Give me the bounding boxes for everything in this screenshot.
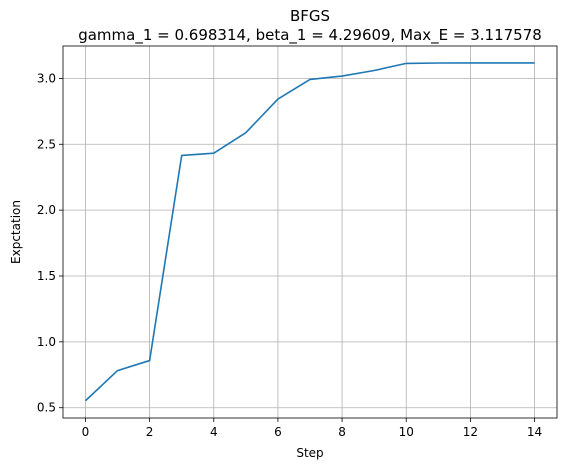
y-tick-label: 3.0 (37, 71, 56, 85)
x-axis-label: Step (296, 446, 323, 460)
x-tick-label: 10 (399, 425, 414, 439)
series-line-0 (84, 62, 535, 402)
chart-subtitle: gamma_1 = 0.698314, beta_1 = 4.29609, Ma… (78, 26, 542, 45)
plot-frame (62, 45, 558, 419)
y-tick-label: 0.5 (37, 401, 56, 415)
y-tick-label: 1.0 (37, 335, 56, 349)
series-layer (84, 62, 535, 402)
y-axis-label: Expctation (9, 200, 23, 264)
y-tick-label: 2.5 (37, 137, 56, 151)
x-tick-label: 4 (210, 425, 218, 439)
y-tick-label: 2.0 (37, 203, 56, 217)
grid (63, 46, 557, 418)
x-tick-label: 0 (82, 425, 90, 439)
y-axis: 0.5 1.0 1.5 2.0 2.5 3.0 (37, 71, 63, 415)
x-tick-label: 6 (274, 425, 282, 439)
x-tick-label: 2 (146, 425, 154, 439)
y-tick-label: 1.5 (37, 269, 56, 283)
x-axis: 0 2 4 6 8 10 12 14 (82, 418, 542, 439)
x-tick-label: 14 (527, 425, 542, 439)
chart-title: BFGS (290, 7, 330, 25)
x-tick-label: 8 (338, 425, 346, 439)
x-tick-label: 12 (463, 425, 478, 439)
